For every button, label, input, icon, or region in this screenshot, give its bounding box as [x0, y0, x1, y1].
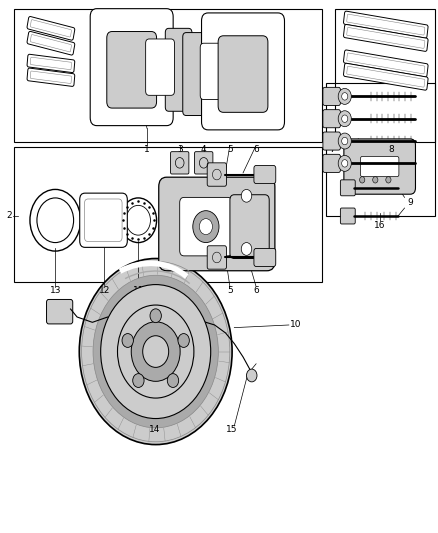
FancyBboxPatch shape [201, 13, 285, 130]
Circle shape [250, 106, 258, 117]
Circle shape [342, 138, 348, 145]
Circle shape [37, 198, 74, 243]
FancyBboxPatch shape [165, 28, 192, 111]
FancyBboxPatch shape [27, 68, 75, 86]
Circle shape [138, 102, 147, 112]
FancyBboxPatch shape [200, 43, 229, 100]
Circle shape [167, 374, 179, 387]
FancyBboxPatch shape [323, 110, 340, 128]
Text: 11: 11 [132, 286, 144, 295]
Circle shape [247, 369, 257, 382]
FancyBboxPatch shape [46, 300, 73, 324]
Bar [14, 9, 321, 142]
FancyBboxPatch shape [107, 31, 156, 108]
Circle shape [342, 93, 348, 100]
Circle shape [133, 374, 144, 387]
FancyBboxPatch shape [90, 9, 173, 126]
Text: 3: 3 [177, 145, 183, 154]
Text: 2: 2 [7, 212, 12, 221]
Circle shape [117, 305, 194, 398]
Text: 9: 9 [407, 198, 413, 207]
Circle shape [79, 259, 232, 445]
FancyBboxPatch shape [207, 163, 226, 186]
FancyBboxPatch shape [27, 31, 75, 55]
Text: 15: 15 [226, 425, 237, 434]
Text: 6: 6 [253, 145, 259, 154]
Circle shape [193, 211, 219, 243]
Circle shape [30, 189, 81, 251]
FancyBboxPatch shape [323, 155, 340, 172]
FancyBboxPatch shape [343, 25, 428, 51]
FancyBboxPatch shape [207, 246, 226, 269]
FancyBboxPatch shape [254, 248, 276, 266]
Circle shape [116, 18, 126, 31]
Text: 14: 14 [148, 425, 160, 434]
Circle shape [178, 334, 189, 348]
FancyBboxPatch shape [27, 17, 75, 40]
Circle shape [131, 322, 180, 381]
Circle shape [338, 156, 351, 171]
Circle shape [373, 176, 378, 183]
Circle shape [338, 133, 351, 149]
Circle shape [342, 115, 348, 123]
FancyBboxPatch shape [170, 152, 189, 174]
FancyBboxPatch shape [344, 139, 416, 194]
Text: 5: 5 [227, 145, 233, 154]
Bar [14, 147, 321, 282]
Circle shape [338, 88, 351, 104]
FancyBboxPatch shape [159, 177, 275, 271]
Circle shape [360, 176, 365, 183]
Text: 1: 1 [144, 145, 150, 154]
Circle shape [199, 219, 212, 235]
FancyBboxPatch shape [80, 193, 127, 247]
Text: 16: 16 [374, 221, 385, 230]
Bar [335, 9, 435, 142]
FancyBboxPatch shape [340, 180, 355, 196]
FancyBboxPatch shape [340, 208, 355, 224]
FancyBboxPatch shape [146, 39, 174, 95]
Text: 13: 13 [49, 286, 61, 295]
FancyBboxPatch shape [230, 195, 269, 259]
Circle shape [101, 285, 211, 418]
FancyBboxPatch shape [343, 50, 428, 77]
FancyBboxPatch shape [343, 11, 428, 38]
Text: 6: 6 [253, 286, 259, 295]
Circle shape [122, 334, 134, 348]
Text: 4: 4 [201, 145, 207, 154]
Text: 12: 12 [99, 286, 110, 295]
Bar [326, 83, 435, 216]
FancyBboxPatch shape [343, 63, 428, 90]
Text: 8: 8 [389, 145, 394, 154]
Circle shape [249, 22, 259, 35]
FancyBboxPatch shape [218, 36, 268, 112]
Circle shape [93, 275, 219, 428]
FancyBboxPatch shape [194, 152, 213, 174]
FancyBboxPatch shape [27, 54, 75, 72]
Circle shape [143, 336, 169, 367]
Text: 10: 10 [290, 320, 301, 329]
Circle shape [241, 243, 252, 255]
Circle shape [342, 160, 348, 167]
FancyBboxPatch shape [183, 33, 209, 116]
FancyBboxPatch shape [254, 165, 276, 183]
Text: 7: 7 [330, 145, 336, 154]
FancyBboxPatch shape [323, 132, 340, 150]
Circle shape [338, 111, 351, 127]
FancyBboxPatch shape [323, 87, 340, 106]
Circle shape [241, 189, 252, 202]
FancyBboxPatch shape [360, 157, 399, 176]
Text: Jeep: Jeep [374, 161, 385, 166]
Circle shape [150, 309, 161, 322]
Circle shape [149, 17, 158, 27]
Circle shape [386, 176, 391, 183]
Text: 5: 5 [227, 286, 233, 295]
Circle shape [120, 198, 156, 243]
FancyBboxPatch shape [180, 197, 232, 256]
